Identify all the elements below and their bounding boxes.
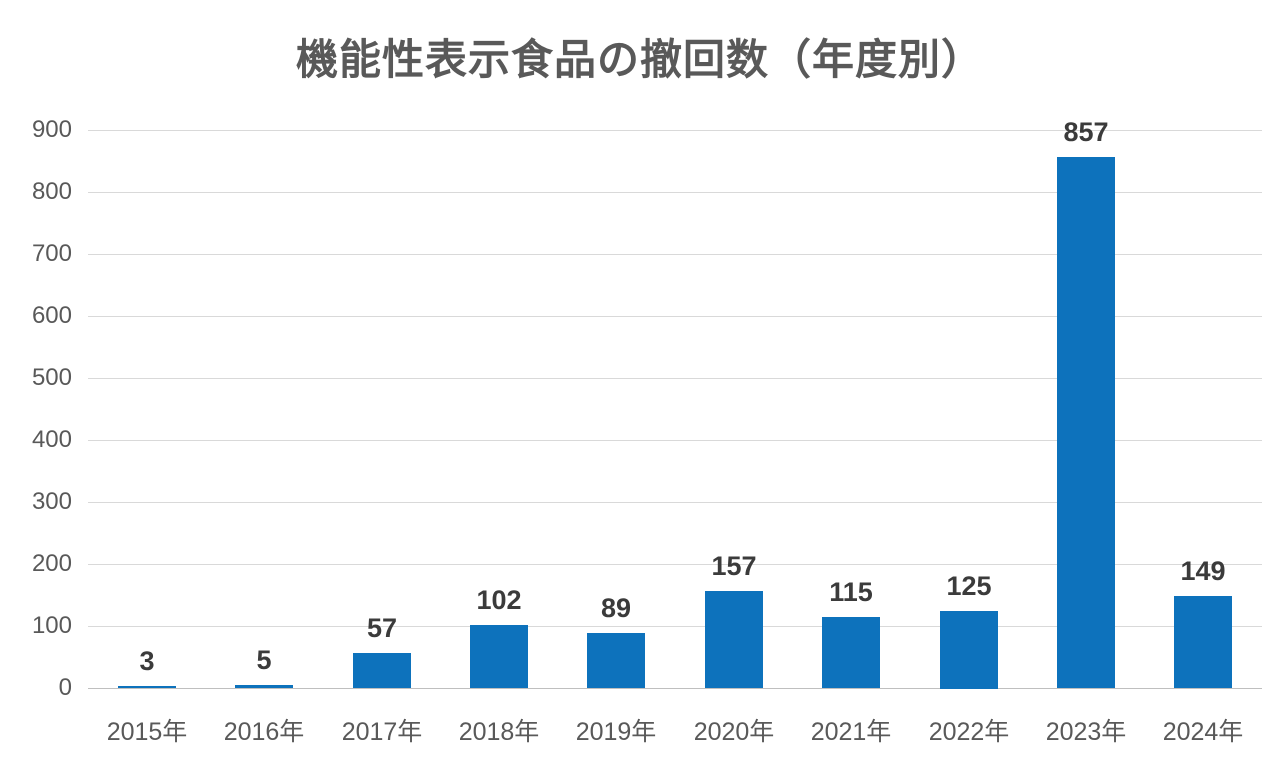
chart-title: 機能性表示食品の撤回数（年度別） [295, 36, 984, 83]
x-tick-label: 2017年 [341, 718, 423, 746]
y-tick-label: 200 [31, 550, 72, 577]
y-tick-label: 100 [31, 612, 72, 639]
value-label: 857 [1063, 117, 1109, 147]
gridline [88, 502, 1262, 503]
bar-2017年 [353, 653, 411, 688]
y-tick-label: 0 [58, 674, 72, 701]
value-label: 89 [600, 593, 632, 623]
bar-2020年 [705, 591, 763, 688]
bar-2015年 [118, 686, 176, 688]
gridline [88, 192, 1262, 193]
y-tick-label: 800 [31, 178, 72, 205]
y-tick-label: 400 [31, 426, 72, 453]
value-label: 102 [476, 585, 522, 615]
bar-2016年 [235, 685, 293, 688]
y-tick-label: 500 [31, 364, 72, 391]
x-axis-line [88, 688, 1262, 689]
gridline [88, 378, 1262, 379]
y-tick-label: 700 [31, 240, 72, 267]
value-label: 57 [366, 613, 398, 643]
value-label: 125 [946, 571, 992, 601]
x-tick-label: 2015年 [106, 718, 188, 746]
value-label: 3 [139, 646, 155, 676]
value-label: 115 [829, 577, 873, 607]
x-tick-label: 2023年 [1045, 718, 1127, 746]
gridline [88, 440, 1262, 441]
gridline [88, 130, 1262, 131]
bar-2024年 [1174, 596, 1232, 688]
x-tick-label: 2016年 [223, 718, 305, 746]
value-label: 157 [711, 551, 757, 581]
y-tick-label: 900 [31, 116, 72, 143]
bar-2019年 [587, 633, 645, 688]
x-tick-label: 2022年 [928, 718, 1010, 746]
y-tick-label: 300 [31, 488, 72, 515]
bar-2021年 [822, 617, 880, 688]
x-tick-label: 2019年 [575, 718, 657, 746]
y-tick-label: 600 [31, 302, 72, 329]
value-label: 5 [256, 645, 272, 675]
value-label: 149 [1180, 556, 1226, 586]
bar-2023年 [1057, 157, 1115, 688]
bar-2018年 [470, 625, 528, 688]
gridline [88, 564, 1262, 565]
gridline [88, 254, 1262, 255]
gridline [88, 316, 1262, 317]
x-tick-label: 2020年 [693, 718, 775, 746]
x-tick-label: 2018年 [458, 718, 540, 746]
x-tick-label: 2024年 [1162, 718, 1244, 746]
gridline [88, 626, 1262, 627]
x-tick-label: 2021年 [810, 718, 892, 746]
bar-2022年 [940, 611, 998, 689]
